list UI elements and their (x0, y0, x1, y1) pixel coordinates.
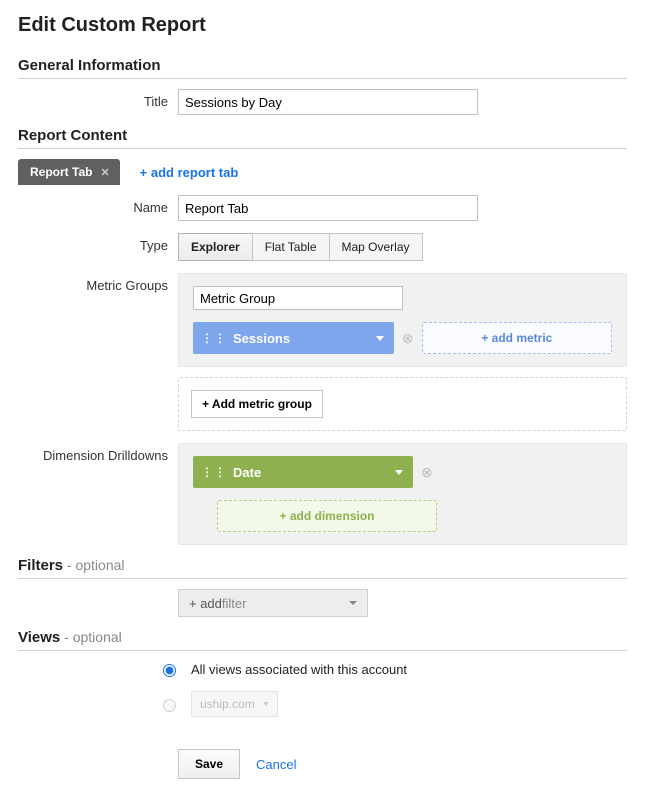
dimension-pill-date[interactable]: ⋮⋮ Date (193, 456, 413, 488)
type-map-button[interactable]: Map Overlay (329, 233, 423, 261)
type-flat-button[interactable]: Flat Table (252, 233, 330, 261)
title-input[interactable] (178, 89, 478, 115)
views-site-label: uship.com (200, 697, 255, 711)
save-button[interactable]: Save (178, 749, 240, 779)
views-heading-text: Views (18, 629, 60, 646)
add-filter-prefix: + add (189, 596, 222, 611)
metric-pill-sessions[interactable]: ⋮⋮ Sessions (193, 322, 394, 354)
views-site-dropdown: uship.com (191, 691, 278, 717)
add-metric-button[interactable]: + add metric (422, 322, 612, 354)
metric-group-name-input[interactable] (193, 286, 403, 310)
drag-icon: ⋮⋮ (201, 465, 227, 479)
views-optional: - optional (60, 629, 121, 645)
section-views-heading: Views - optional (18, 629, 627, 651)
views-all-label: All views associated with this account (191, 662, 407, 677)
add-metric-group-box: + Add metric group (178, 377, 627, 431)
dimension-box: ⋮⋮ Date ⊗ + add dimension (178, 443, 627, 545)
title-label: Title (18, 89, 178, 109)
chevron-down-icon (395, 470, 403, 475)
add-filter-word: filter (222, 596, 247, 611)
name-label: Name (18, 195, 178, 215)
metric-pill-label: Sessions (233, 331, 290, 346)
chevron-down-icon (263, 702, 269, 706)
dimension-label: Dimension Drilldowns (18, 443, 178, 463)
views-site-radio[interactable] (163, 699, 176, 712)
section-general-heading: General Information (18, 57, 627, 79)
metric-groups-label: Metric Groups (18, 273, 178, 293)
page-title: Edit Custom Report (18, 14, 627, 37)
dimension-pill-label: Date (233, 465, 261, 480)
cancel-link[interactable]: Cancel (256, 757, 296, 772)
metric-group-box: ⋮⋮ Sessions ⊗ + add metric (178, 273, 627, 367)
report-tab-label: Report Tab (30, 165, 92, 179)
remove-dimension-icon[interactable]: ⊗ (421, 464, 433, 481)
section-content-heading: Report Content (18, 127, 627, 149)
filters-heading-text: Filters (18, 557, 63, 574)
add-filter-dropdown[interactable]: + add filter (178, 589, 368, 617)
filters-optional: - optional (63, 557, 124, 573)
views-all-radio[interactable] (163, 664, 176, 677)
add-dimension-button[interactable]: + add dimension (217, 500, 437, 532)
type-label: Type (18, 233, 178, 253)
add-report-tab-link[interactable]: + add report tab (140, 165, 239, 180)
chevron-down-icon (376, 336, 384, 341)
close-icon[interactable]: ✕ (100, 166, 109, 179)
remove-metric-icon[interactable]: ⊗ (402, 330, 414, 347)
section-filters-heading: Filters - optional (18, 557, 627, 579)
chevron-down-icon (349, 601, 357, 605)
drag-icon: ⋮⋮ (201, 331, 227, 345)
report-tab[interactable]: Report Tab ✕ (18, 159, 120, 185)
type-explorer-button[interactable]: Explorer (178, 233, 253, 261)
add-metric-group-button[interactable]: + Add metric group (191, 390, 323, 418)
name-input[interactable] (178, 195, 478, 221)
